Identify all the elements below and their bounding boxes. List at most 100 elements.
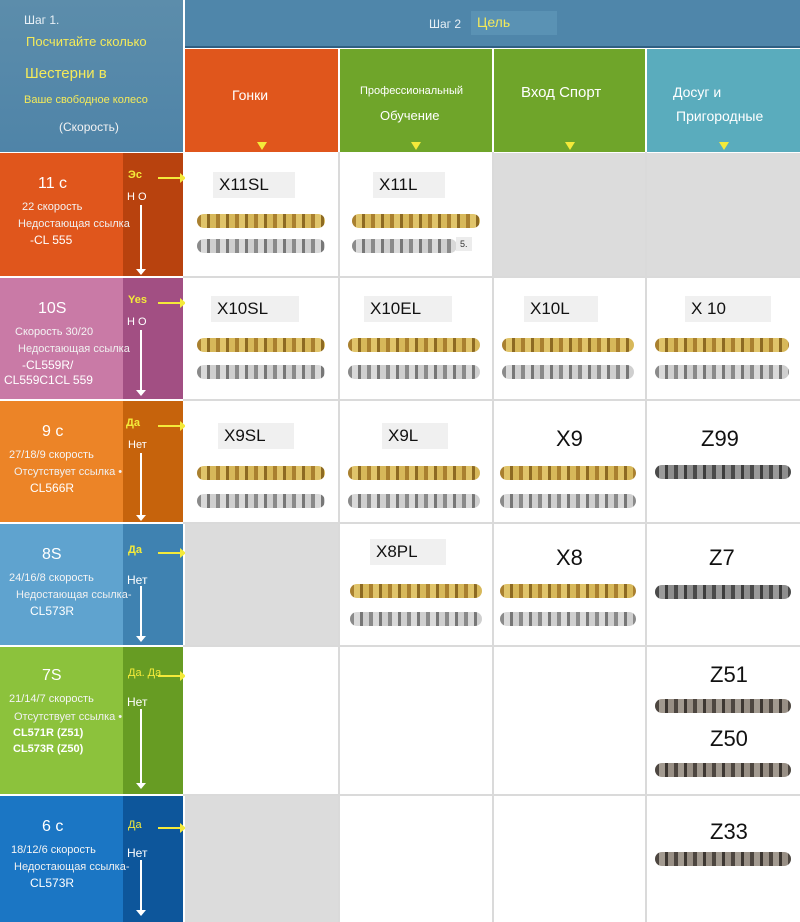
silver-chain-image (502, 365, 634, 379)
step1-line1: Посчитайте сколько (26, 34, 147, 49)
cell-11-pro: X11L 5. (340, 153, 492, 276)
row-speed-detail: Скорость 30/20 (15, 326, 94, 338)
row-6-speed: 6 с 18/12/6 скорость Недостающая ссылка-… (0, 796, 186, 922)
step1-line3: Ваше свободное колесо (24, 94, 148, 106)
row-connector-2: CL559C1CL 559 (4, 373, 93, 387)
brown-chain-image (655, 699, 791, 713)
column-entry-sport: Вход Спорт (494, 49, 645, 152)
silver-chain-image (197, 494, 325, 508)
down-arrow-icon (136, 453, 146, 521)
row-connector: CL573R (30, 604, 75, 618)
silver-chain-image (348, 365, 480, 379)
row-yes: Да (128, 819, 142, 831)
row-speed: 7S (42, 667, 62, 684)
model-label: Z33 (710, 819, 748, 844)
cell-7-pro-empty (340, 647, 492, 794)
grid-divider (183, 522, 800, 524)
row-missing-link: Недостающая ссылка (18, 218, 130, 230)
grid-divider (183, 276, 800, 278)
step2-title: Шаг 2 (429, 17, 462, 31)
model-label: X10SL (211, 296, 299, 322)
grid-divider (183, 645, 800, 647)
column-leisure-label2: Пригородные (676, 108, 764, 124)
dark-chain-image (655, 465, 791, 479)
cell-8-leisure: Z7 (647, 524, 800, 645)
right-arrow-icon (158, 298, 186, 308)
row-speed: 9 с (42, 423, 64, 440)
row-7-speed: 7S 21/14/7 скорость Отсутствует ссылка •… (0, 647, 186, 794)
silver-chain-image (500, 612, 636, 626)
grid-divider (492, 152, 494, 922)
cell-6-entry-empty (494, 796, 645, 922)
cell-11-leisure-empty (647, 153, 800, 276)
cell-9-entry: X9 (494, 401, 645, 522)
right-arrow-icon (158, 671, 186, 681)
right-arrow-icon (158, 421, 186, 431)
cell-8-pro: X8PL (340, 524, 492, 645)
silver-chain-image (350, 612, 482, 626)
row-connector: CL566R (30, 481, 75, 495)
cell-9-pro: X9L (340, 401, 492, 522)
column-racing: Гонки (185, 49, 338, 152)
cell-7-leisure: Z51 Z50 (647, 647, 800, 794)
model-label: Z51 (710, 662, 748, 687)
cell-11-entry-empty (494, 153, 645, 276)
cell-7-racing-empty (185, 647, 338, 794)
grid-divider (338, 152, 340, 922)
step1-line2: Шестерни в (25, 65, 107, 82)
down-arrow-icon (564, 142, 575, 150)
silver-chain-image (655, 365, 789, 379)
grid-divider (183, 794, 800, 796)
silver-chain-image (500, 494, 636, 508)
decision-strip (123, 401, 183, 522)
silver-chain-image (352, 239, 457, 253)
gold-chain-image (197, 338, 325, 352)
down-arrow-icon (411, 142, 421, 150)
silver-chain-image (348, 494, 480, 508)
model-label: Z99 (701, 426, 739, 451)
row-yes: Да. Да (128, 667, 162, 679)
row-missing-link: Недостающая ссылка- (14, 861, 130, 873)
row-missing-link: Недостающая ссылка (18, 343, 130, 355)
model-label: X9L (382, 423, 448, 449)
model-label: X10EL (364, 296, 452, 322)
row-connector: -CL 555 (30, 233, 73, 247)
gold-chain-image (500, 466, 636, 480)
row-8-speed: 8S 24/16/8 скорость Недостающая ссылка- … (0, 524, 186, 645)
gold-chain-image (348, 338, 480, 352)
decision-strip (123, 524, 183, 645)
cell-10-pro: X10EL (340, 278, 492, 399)
silver-chain-image (197, 239, 325, 253)
row-connector: CL573R (30, 876, 75, 890)
cell-10-leisure: X 10 (647, 278, 800, 399)
column-leisure-commuting: Досуг и Пригородные (647, 49, 800, 152)
silver-chain-image (197, 365, 325, 379)
row-no: Н О (127, 191, 147, 203)
down-arrow-icon (136, 709, 146, 789)
row-10-speed: 10S Скорость 30/20 Недостающая ссылка -C… (0, 278, 186, 399)
decision-strip (123, 647, 183, 794)
gold-chain-image (197, 214, 325, 228)
brown-chain-image (655, 852, 791, 866)
gold-chain-image (352, 214, 480, 228)
row-missing-link: Отсутствует ссылка • (14, 711, 123, 723)
model-label: X11SL (213, 172, 295, 198)
cell-7-entry-empty (494, 647, 645, 794)
cell-9-racing: X9SL (185, 401, 338, 522)
down-arrow-icon (718, 142, 729, 150)
down-arrow-icon (136, 860, 146, 916)
decision-strip (123, 153, 183, 276)
step2-header: Шаг 2 Цель (185, 0, 800, 48)
decision-strip (123, 796, 183, 922)
step1-header: Шаг 1. Посчитайте сколько Шестерни в Ваш… (0, 0, 183, 152)
row-no: Нет (127, 846, 148, 860)
cell-6-pro-empty (340, 796, 492, 922)
row-no: Н О (127, 316, 147, 328)
brown-chain-image (655, 763, 791, 777)
row-speed-detail: 18/12/6 скорость (11, 844, 96, 856)
model-label: Z50 (710, 726, 748, 751)
column-pro-label2: Обучение (380, 108, 440, 123)
row-missing-link: Отсутствует ссылка • (14, 466, 123, 478)
row-connector-1: -CL559R/ (22, 358, 74, 372)
